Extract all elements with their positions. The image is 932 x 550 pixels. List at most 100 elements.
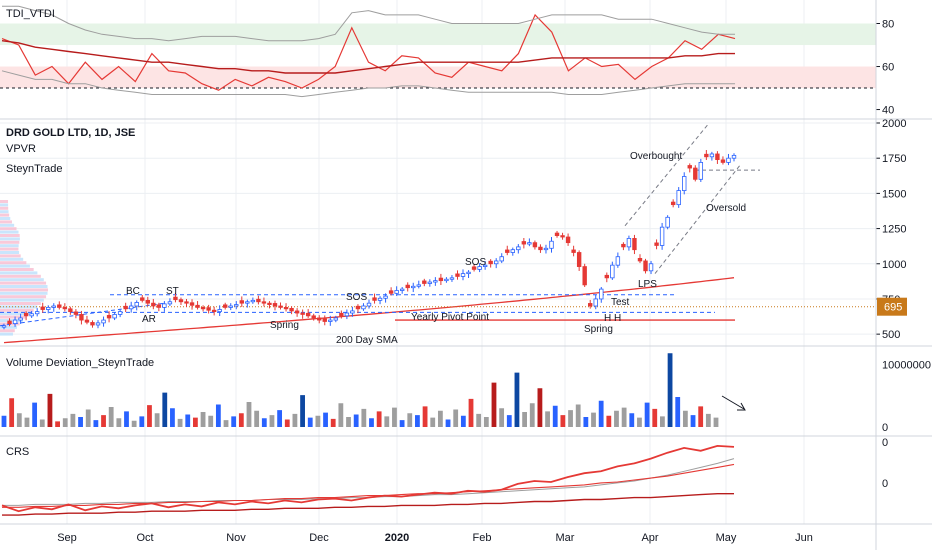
volume-bar bbox=[223, 420, 229, 427]
volume-bar bbox=[614, 410, 619, 427]
candle-body bbox=[411, 285, 416, 289]
volume-bar bbox=[698, 406, 704, 427]
month-label-apr: Apr bbox=[641, 532, 658, 544]
vpvr-bar bbox=[0, 268, 34, 271]
candle-body bbox=[715, 153, 720, 160]
volume-bar bbox=[644, 402, 650, 427]
volume-pane[interactable]: 10000000 0 bbox=[1, 353, 931, 434]
volume-bar bbox=[231, 416, 237, 427]
volume-bar bbox=[323, 412, 328, 427]
volume-bar bbox=[208, 415, 214, 427]
vpvr-bar bbox=[0, 271, 38, 275]
candle-body bbox=[693, 167, 698, 180]
price-pane[interactable]: 20001750150012501000750500695 bbox=[0, 118, 907, 344]
vpvr-bar bbox=[0, 217, 11, 220]
vpvr-bar bbox=[0, 285, 48, 288]
candle-body bbox=[317, 317, 322, 321]
channel-lower bbox=[654, 164, 741, 274]
candle-body bbox=[720, 159, 726, 163]
volume-bar bbox=[330, 418, 336, 427]
candle-body bbox=[709, 153, 715, 158]
volume-arrow-icon bbox=[721, 395, 745, 410]
candle-body bbox=[128, 305, 134, 310]
month-label-feb: Feb bbox=[473, 532, 492, 544]
month-label-nov: Nov bbox=[226, 532, 246, 544]
vpvr-bar bbox=[0, 230, 19, 234]
candle-body bbox=[234, 304, 239, 307]
candle-body bbox=[510, 249, 515, 253]
candle-body bbox=[272, 303, 278, 307]
crs-pane[interactable]: 00 bbox=[1, 437, 888, 516]
tdi-signal-line bbox=[1, 40, 735, 74]
volume-title: Volume Deviation_SteynTrade bbox=[6, 357, 154, 369]
vpvr-bar bbox=[0, 227, 17, 231]
volume-bar bbox=[346, 417, 351, 427]
candle-body bbox=[283, 307, 289, 310]
symbol-title: DRD GOLD LTD, 1D, JSE bbox=[6, 127, 135, 139]
volume-bar bbox=[307, 417, 313, 427]
vpvr-bar bbox=[0, 257, 24, 261]
candle-body bbox=[482, 264, 488, 267]
month-label-jun: Jun bbox=[795, 532, 813, 544]
candle-body bbox=[278, 305, 283, 308]
volume-bar bbox=[445, 419, 451, 427]
vpvr-bar bbox=[0, 206, 9, 210]
candle-body bbox=[588, 303, 593, 307]
vpvr-bar bbox=[0, 298, 44, 302]
volume-bar bbox=[85, 409, 91, 427]
candle-body bbox=[173, 296, 178, 301]
volume-bar bbox=[177, 418, 183, 427]
volume-bar bbox=[560, 415, 566, 427]
candle-body bbox=[178, 299, 184, 303]
vpvr-bar bbox=[0, 240, 20, 244]
candle-body bbox=[322, 318, 327, 322]
author-label: SteynTrade bbox=[6, 163, 62, 175]
volume-bar bbox=[170, 408, 175, 427]
vpvr-histogram bbox=[0, 200, 48, 336]
time-axis[interactable]: Sep Oct Nov Dec 2020 Feb Mar Apr May Jun bbox=[57, 532, 813, 544]
candle-body bbox=[112, 314, 117, 319]
candle-body bbox=[18, 317, 23, 321]
candle-body bbox=[134, 302, 139, 307]
tdi-tick-40: 40 bbox=[882, 105, 894, 117]
vpvr-bar bbox=[0, 210, 9, 214]
volume-bar bbox=[192, 417, 198, 427]
candles bbox=[1, 150, 737, 330]
volume-bar bbox=[660, 416, 665, 427]
candle-body bbox=[294, 310, 300, 314]
tdi-band-green bbox=[0, 23, 876, 46]
vpvr-bar bbox=[0, 234, 20, 237]
tdi-rsi-line bbox=[1, 13, 736, 91]
candle-body bbox=[527, 242, 532, 245]
vpvr-bar bbox=[0, 281, 47, 285]
volume-bar bbox=[568, 410, 573, 427]
candle-body bbox=[305, 312, 311, 317]
volume-bar bbox=[637, 417, 642, 427]
volume-bar bbox=[476, 413, 482, 427]
volume-bar bbox=[407, 413, 413, 427]
vpvr-bar bbox=[0, 251, 20, 254]
volume-bar bbox=[453, 409, 459, 427]
vpvr-bar bbox=[0, 223, 15, 227]
candle-body bbox=[659, 226, 665, 246]
vpvr-bar bbox=[0, 291, 48, 295]
candle-body bbox=[62, 307, 68, 310]
tdi-pane[interactable]: 80 60 40 bbox=[0, 5, 894, 117]
volume-bar bbox=[39, 419, 45, 427]
volume-bar bbox=[62, 418, 68, 427]
annotation-200-sma: 200 Day SMA bbox=[336, 335, 398, 346]
candle-body bbox=[350, 310, 355, 314]
candle-body bbox=[538, 246, 543, 251]
candle-body bbox=[637, 258, 643, 262]
crs-title: CRS bbox=[6, 446, 29, 458]
candle-body bbox=[333, 317, 339, 321]
candle-body bbox=[261, 301, 267, 304]
volume-bar bbox=[300, 395, 305, 427]
candle-body bbox=[90, 322, 95, 326]
volume-bar bbox=[606, 415, 612, 427]
volume-bar bbox=[460, 415, 466, 427]
volume-bar bbox=[32, 402, 38, 427]
candle-body bbox=[51, 305, 56, 308]
